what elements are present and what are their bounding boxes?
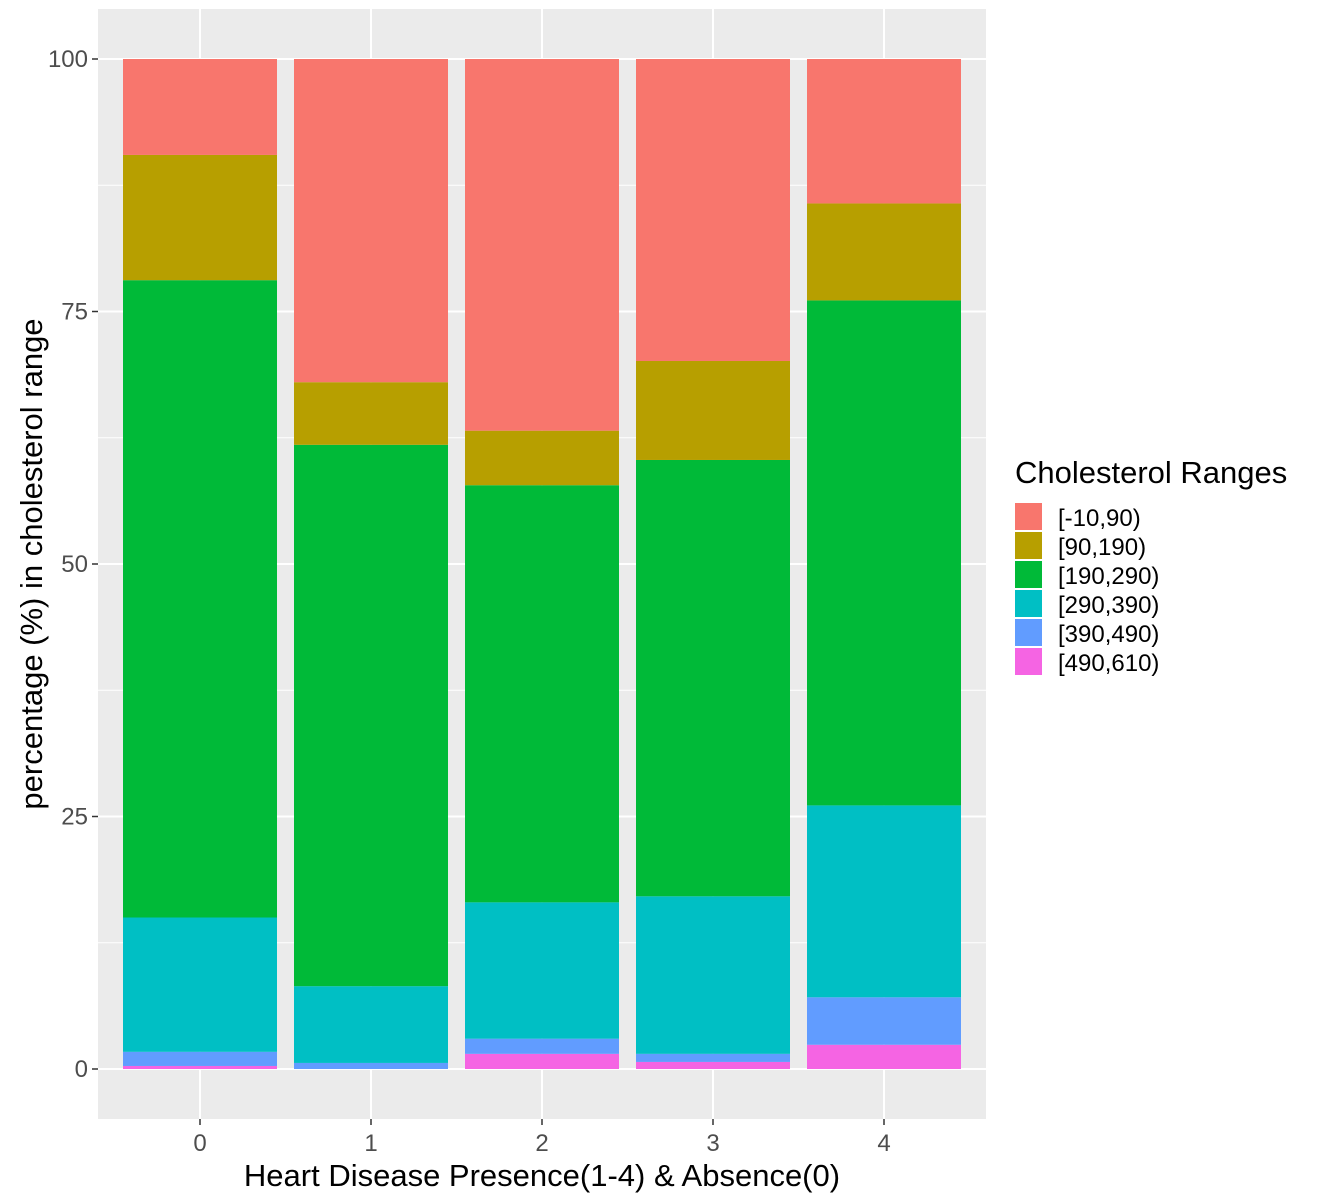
x-tick-label: 0 [193,1130,206,1157]
x-tick-label: 2 [535,1130,548,1157]
bar-segment [636,360,790,460]
bar-segment [636,1053,790,1062]
legend-swatch [1015,503,1042,530]
legend-label: [190,290) [1058,563,1159,590]
y-tick-label: 25 [61,804,88,831]
bar-segment [807,1044,961,1069]
bar-segment [807,997,961,1045]
y-axis-title: percentage (%) in cholesterol range [14,318,49,809]
y-tick-label: 75 [61,299,88,326]
bar-segment [636,896,790,1054]
bar-segment [294,59,448,383]
bar-segment [636,459,790,897]
bar-segment [123,1051,277,1066]
bar-segment [294,382,448,445]
legend-label: [490,610) [1058,650,1159,677]
legend-swatch [1015,561,1042,588]
legend-label: [90,190) [1058,534,1146,561]
bar-segment [465,430,619,486]
bar-segment [465,1053,619,1069]
bar-segment [636,59,790,361]
legend-title: Cholesterol Ranges [1015,455,1287,490]
bar-segment [807,59,961,204]
legend-swatch [1015,619,1042,646]
bar-segment [465,902,619,1039]
legend: Cholesterol Ranges [-10,90)[90,190)[190,… [1015,455,1287,677]
bar-segment [123,1065,277,1069]
y-tick-label: 100 [48,46,88,73]
bar-segment [294,444,448,987]
bars-group [123,59,961,1069]
x-tick-label: 4 [877,1130,890,1157]
y-tick-label: 0 [75,1056,88,1083]
bar-segment [123,917,277,1052]
bar-segment [465,485,619,903]
y-tick-label: 50 [61,551,88,578]
bar-segment [294,986,448,1063]
bar-segment [636,1061,790,1069]
y-axis: 0 25 50 75 100 [48,46,98,1083]
legend-label: [390,490) [1058,621,1159,648]
legend-swatch [1015,648,1042,675]
bar-segment [123,280,277,918]
legend-label: [-10,90) [1058,505,1141,532]
bar-segment [807,805,961,998]
x-tick-label: 1 [364,1130,377,1157]
bar-segment [465,1038,619,1054]
legend-swatch [1015,532,1042,559]
bar-segment [123,154,277,281]
bar-segment [807,300,961,806]
bar-segment [294,1062,448,1069]
bar-segment [807,203,961,301]
x-axis-title: Heart Disease Presence(1-4) & Absence(0) [244,1158,840,1193]
x-tick-label: 3 [706,1130,719,1157]
bar-segment [465,59,619,431]
x-axis: 0 1 2 3 4 [193,1119,891,1157]
legend-label: [290,390) [1058,592,1159,619]
bar-segment [123,59,277,155]
legend-swatch [1015,590,1042,617]
